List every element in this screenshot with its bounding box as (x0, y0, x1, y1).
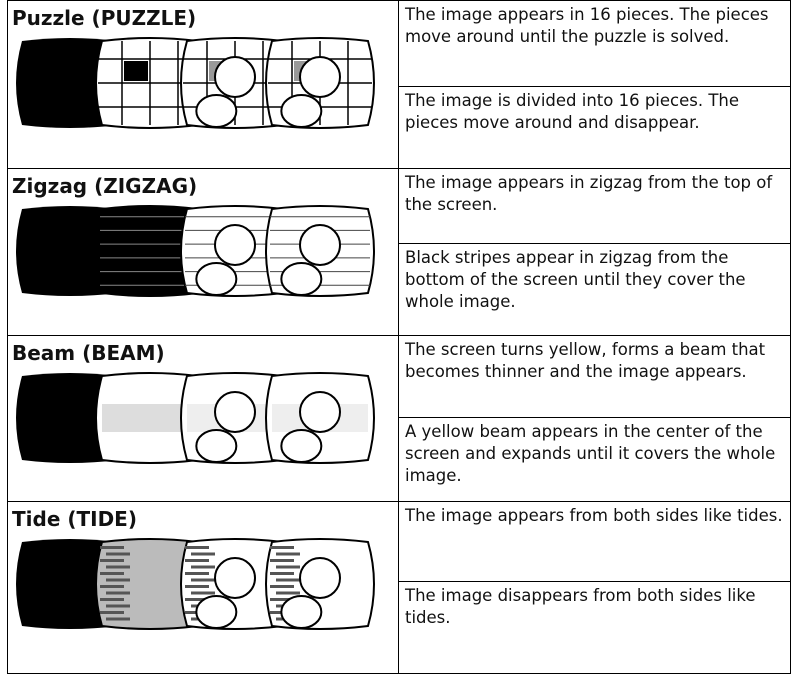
face (214, 391, 256, 433)
face (299, 391, 341, 433)
dog (195, 262, 238, 296)
tide-bar (270, 546, 294, 549)
dog (280, 94, 323, 128)
table-row: The image disappears from both sides lik… (8, 581, 791, 674)
effect-title: Beam (BEAM) (12, 341, 165, 365)
effect-description: Black stripes appear in zigzag from the … (398, 243, 791, 336)
effect-illustration (16, 37, 375, 129)
effect-description: The image appears in 16 pieces. The piec… (398, 0, 791, 87)
tide-bar (270, 598, 294, 601)
effect-illustration (16, 538, 375, 630)
face (214, 224, 256, 266)
tide-bar (100, 585, 124, 588)
tide-bar (185, 546, 209, 549)
effect-cell: Tide (TIDE) (7, 501, 399, 674)
effects-table: Puzzle (PUZZLE) The image appears in 16 p… (7, 0, 791, 674)
table-body: Puzzle (PUZZLE) The image appears in 16 p… (7, 0, 791, 674)
effect-title: Tide (TIDE) (12, 507, 137, 531)
dog (280, 262, 323, 296)
tide-bar (191, 591, 215, 595)
table-row: The image is divided into 16 pieces. The… (8, 86, 791, 169)
table-row: Puzzle (PUZZLE) The image appears in 16 p… (7, 0, 791, 169)
tide-bar (270, 559, 294, 562)
tide-bar (106, 552, 130, 556)
table-row: Beam (BEAM) The screen turns yellow, form… (7, 335, 791, 502)
table-row: Zigzag (ZIGZAG) The image appears in zigz… (7, 168, 791, 336)
tide-bar (106, 591, 130, 595)
face (299, 557, 341, 599)
table-row: A yellow beam appears in the center of t… (8, 417, 791, 502)
tide-bar (276, 565, 300, 569)
tide-bar (276, 552, 300, 556)
effect-illustration (16, 205, 375, 297)
effect-description: The image is divided into 16 pieces. The… (398, 86, 791, 169)
tide-bar (100, 598, 124, 601)
tide-bar (106, 604, 130, 608)
tide-bar (100, 546, 124, 549)
face (299, 56, 341, 98)
tide-bar (185, 572, 209, 575)
dog (280, 429, 323, 463)
tide-bar (106, 617, 130, 621)
face (214, 557, 256, 599)
dog (195, 595, 238, 629)
tide-bar (100, 611, 124, 614)
effect-illustration (16, 372, 375, 464)
effect-cell: Beam (BEAM) (7, 335, 399, 502)
tide-bar (100, 572, 124, 575)
dog (195, 94, 238, 128)
effect-title: Zigzag (ZIGZAG) (12, 174, 198, 198)
tide-bar (106, 578, 130, 582)
effect-description: The image appears in zigzag from the top… (398, 168, 791, 244)
effect-description: A yellow beam appears in the center of t… (398, 417, 791, 502)
tide-bar (100, 559, 124, 562)
effect-description: The image appears from both sides like t… (398, 501, 791, 582)
face (299, 224, 341, 266)
tide-bar (191, 552, 215, 556)
tide-bar (185, 559, 209, 562)
effect-description: The image disappears from both sides lik… (398, 581, 791, 674)
table-row: Black stripes appear in zigzag from the … (8, 243, 791, 336)
tide-bar (185, 585, 209, 588)
effect-description: The screen turns yellow, forms a beam th… (398, 335, 791, 418)
tide-bar (106, 565, 130, 569)
table-row: Tide (TIDE) The image appears from both s… (7, 501, 791, 674)
face (214, 56, 256, 98)
tide-bar (191, 578, 215, 582)
dog (280, 595, 323, 629)
dog (195, 429, 238, 463)
tide-bar (191, 565, 215, 569)
puzzle-piece (124, 61, 148, 81)
tide-bar (270, 585, 294, 588)
tide-bar (276, 591, 300, 595)
tide-bar (185, 598, 209, 601)
effect-cell: Zigzag (ZIGZAG) (7, 168, 399, 336)
effect-title: Puzzle (PUZZLE) (12, 6, 197, 30)
tide-bar (270, 572, 294, 575)
tide-bar (276, 578, 300, 582)
effect-cell: Puzzle (PUZZLE) (7, 0, 399, 169)
